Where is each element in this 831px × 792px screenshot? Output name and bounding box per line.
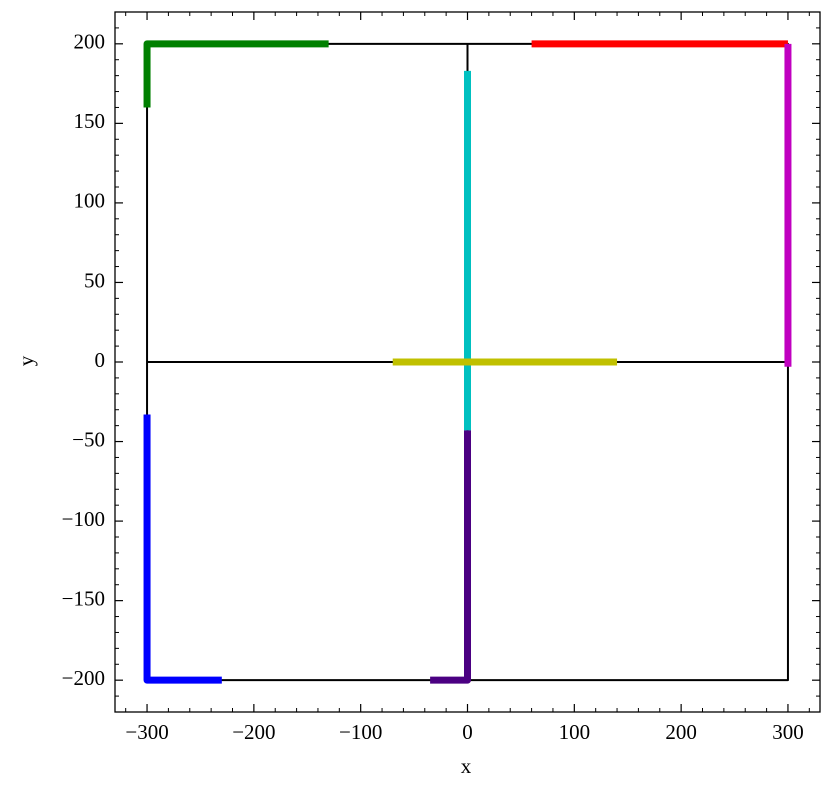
y-tick-label: −150 [62,586,105,610]
x-tick-label: −300 [125,720,168,744]
x-tick-label: 100 [559,720,591,744]
x-tick-label: 0 [462,720,473,744]
y-tick-label: 50 [84,268,105,292]
y-tick-label: 100 [74,189,106,213]
y-tick-label: −50 [72,427,105,451]
x-tick-label: 200 [665,720,697,744]
y-tick-label: 0 [95,348,106,372]
x-tick-label: 300 [772,720,804,744]
y-tick-label: 200 [74,30,106,54]
y-tick-label: −200 [62,666,105,690]
y-tick-label: −100 [62,507,105,531]
series-line [143,414,222,684]
y-tick-label: 150 [74,109,106,133]
series-line [430,430,471,684]
y-axis-label: y [14,355,38,366]
series-line [143,40,329,108]
x-axis-label: x [461,754,472,778]
x-tick-label: −100 [339,720,382,744]
x-tick-label: −200 [232,720,275,744]
